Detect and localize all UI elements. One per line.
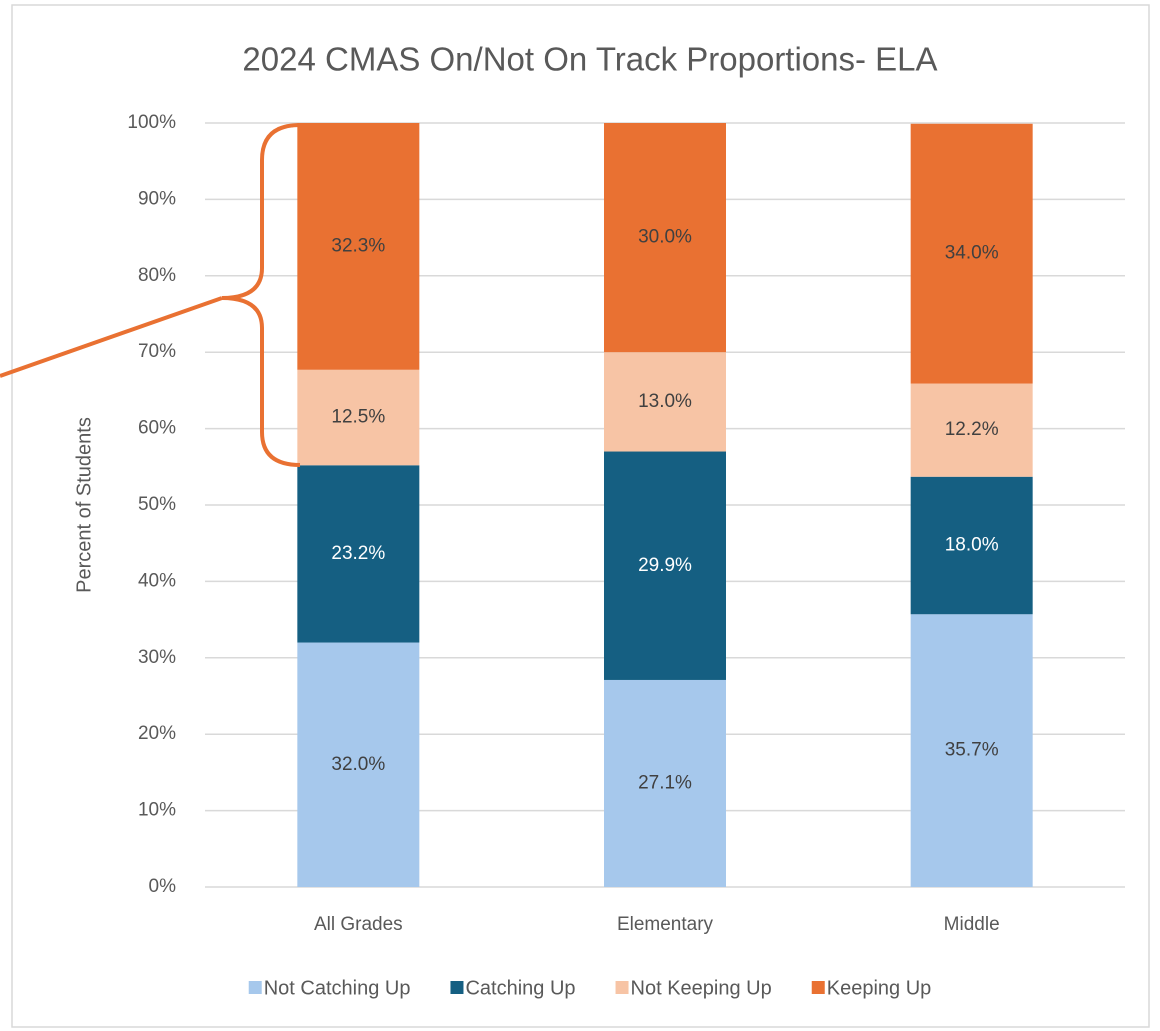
y-tick-label: 10% (138, 800, 176, 821)
y-tick-label: 90% (138, 188, 176, 209)
bar-segment (604, 352, 726, 452)
bar-segment (604, 123, 726, 353)
data-label: 18.0% (945, 535, 999, 556)
data-label: 29.9% (638, 555, 692, 576)
bar-segment (910, 476, 1033, 615)
data-label: 30.0% (638, 227, 692, 248)
x-tick-label: Middle (944, 914, 1000, 935)
bar-segment (297, 642, 420, 887)
bar-segment (910, 614, 1033, 887)
legend-label: Keeping Up (827, 977, 932, 999)
data-label: 13.0% (638, 391, 692, 412)
y-tick-label: 30% (138, 647, 176, 668)
legend-swatch (811, 981, 825, 994)
x-tick-label: Elementary (617, 914, 714, 935)
y-tick-label: 80% (138, 265, 176, 286)
plot: 0% 10% 20% 30% 40% 50% 60% 70% 80% 90% 100% All Gra… (127, 112, 1125, 935)
legend: Not Catching Up Catching Up Not Keeping Up… (248, 977, 932, 999)
pointer-line (0, 296, 223, 378)
chart-title: 2024 CMAS On/Not On Track Proportions- E… (242, 41, 937, 78)
y-axis-label: Percent of Students (73, 417, 95, 593)
data-label: 34.0% (945, 243, 999, 264)
legend-swatch (248, 981, 262, 994)
legend-label: Catching Up (465, 977, 575, 999)
bar-segment (604, 679, 726, 887)
bar-segment (604, 451, 726, 680)
data-label: 12.2% (945, 419, 999, 440)
data-label: 12.5% (331, 407, 385, 428)
bar-segment (297, 465, 420, 643)
y-tick-label: 100% (127, 112, 176, 133)
legend-swatch (450, 981, 464, 994)
data-label: 32.0% (331, 754, 385, 775)
y-tick-label: 70% (138, 341, 176, 362)
bar-segment (297, 123, 420, 370)
legend-label: Not Keeping Up (631, 977, 772, 999)
y-tick-label: 60% (138, 418, 176, 439)
bar-segment (910, 383, 1033, 477)
data-label: 32.3% (331, 235, 385, 256)
y-tick-label: 50% (138, 494, 176, 515)
data-label: 23.2% (331, 543, 385, 564)
y-tick-label: 20% (138, 723, 176, 744)
y-tick-label: 0% (149, 876, 177, 897)
bar-segment (910, 123, 1033, 384)
x-tick-label: All Grades (314, 914, 403, 935)
bar-segment (297, 369, 420, 466)
legend-label: Not Catching Up (264, 977, 411, 999)
legend-swatch (615, 981, 629, 994)
y-tick-label: 40% (138, 570, 176, 591)
data-label: 35.7% (945, 740, 999, 761)
data-label: 27.1% (638, 772, 692, 793)
